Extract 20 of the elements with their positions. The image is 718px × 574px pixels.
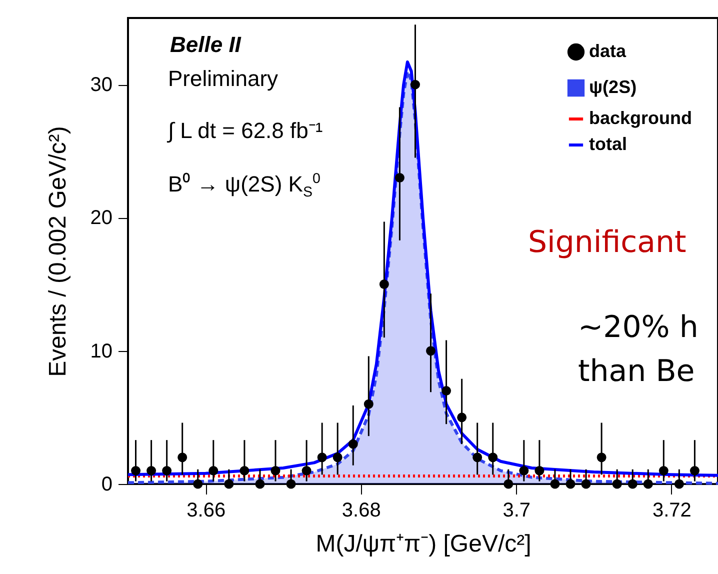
annotation: ∫ L dt = 62.8 fb⁻¹ <box>168 118 323 143</box>
y-tick-label: 30 <box>90 74 112 96</box>
x-tick-label: 3.7 <box>502 500 531 522</box>
x-tick-label: 3.68 <box>342 500 381 522</box>
legend-label: background <box>589 108 692 128</box>
y-tick-label: 20 <box>90 207 112 230</box>
y-axis-title: Events / (0.002 GeV/c²) <box>44 126 72 377</box>
y-tick-label: 10 <box>90 340 112 362</box>
legend-label: ψ(2S) <box>589 77 637 97</box>
x-tick-label: 3.66 <box>186 500 226 522</box>
annotation: Significant <box>528 225 686 260</box>
y-tick-label: 0 <box>101 474 112 496</box>
legend-label: total <box>589 134 627 154</box>
x-axis-title: M(J/ψπ⁺π⁻) [GeV/c²] <box>316 530 532 558</box>
annotation: than Be <box>578 354 695 389</box>
annotation: ~20% h <box>578 310 698 345</box>
annotation: Preliminary <box>168 66 278 91</box>
x-tick-label: 3.72 <box>652 500 692 522</box>
annotation: Belle II <box>170 32 241 57</box>
legend-label: data <box>589 41 627 61</box>
